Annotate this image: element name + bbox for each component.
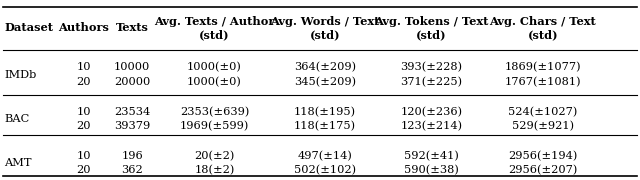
Text: 10000: 10000 bbox=[114, 62, 150, 73]
Text: 23534: 23534 bbox=[114, 107, 150, 117]
Text: 120(±236): 120(±236) bbox=[400, 106, 463, 117]
Text: 1767(±1081): 1767(±1081) bbox=[504, 77, 581, 87]
Text: 502(±102): 502(±102) bbox=[294, 165, 356, 175]
Text: 20: 20 bbox=[76, 77, 91, 87]
Text: 1969(±599): 1969(±599) bbox=[180, 121, 249, 131]
Text: 123(±214): 123(±214) bbox=[400, 121, 463, 131]
Text: 364(±209): 364(±209) bbox=[294, 62, 356, 73]
Text: 1000(±0): 1000(±0) bbox=[187, 77, 242, 87]
Text: 2956(±207): 2956(±207) bbox=[508, 165, 577, 175]
Text: 20: 20 bbox=[76, 165, 91, 175]
Text: 20: 20 bbox=[76, 121, 91, 131]
Text: 590(±38): 590(±38) bbox=[404, 165, 459, 175]
Text: 10: 10 bbox=[76, 107, 91, 117]
Text: 196: 196 bbox=[122, 151, 143, 161]
Text: 529(±921): 529(±921) bbox=[511, 121, 574, 131]
Text: 10: 10 bbox=[76, 62, 91, 73]
Text: 524(±1027): 524(±1027) bbox=[508, 106, 577, 117]
Text: 118(±175): 118(±175) bbox=[294, 121, 356, 131]
Text: 20000: 20000 bbox=[114, 77, 150, 87]
Text: 2956(±194): 2956(±194) bbox=[508, 150, 577, 161]
Text: Texts: Texts bbox=[116, 22, 148, 33]
Text: 1000(±0): 1000(±0) bbox=[187, 62, 242, 73]
Text: 393(±228): 393(±228) bbox=[400, 62, 463, 73]
Text: 1869(±1077): 1869(±1077) bbox=[504, 62, 581, 73]
Text: 2353(±639): 2353(±639) bbox=[180, 106, 249, 117]
Text: 18(±2): 18(±2) bbox=[194, 165, 235, 175]
Text: 118(±195): 118(±195) bbox=[294, 106, 356, 117]
Text: 362: 362 bbox=[122, 165, 143, 175]
Text: 345(±209): 345(±209) bbox=[294, 77, 356, 87]
Text: AMT: AMT bbox=[4, 158, 32, 168]
Text: 39379: 39379 bbox=[114, 121, 150, 131]
Text: 592(±41): 592(±41) bbox=[404, 150, 459, 161]
Text: Avg. Chars / Text
(std): Avg. Chars / Text (std) bbox=[490, 16, 596, 40]
Text: IMDb: IMDb bbox=[4, 70, 37, 80]
Text: Authors: Authors bbox=[58, 22, 109, 33]
Text: Avg. Tokens / Text
(std): Avg. Tokens / Text (std) bbox=[374, 16, 488, 40]
Text: Dataset: Dataset bbox=[4, 22, 54, 33]
Text: 497(±14): 497(±14) bbox=[298, 150, 352, 161]
Text: Avg. Texts / Author
(std): Avg. Texts / Author (std) bbox=[154, 16, 275, 40]
Text: Avg. Words / Text
(std): Avg. Words / Text (std) bbox=[270, 16, 380, 40]
Text: 20(±2): 20(±2) bbox=[194, 150, 235, 161]
Text: 10: 10 bbox=[76, 151, 91, 161]
Text: 371(±225): 371(±225) bbox=[400, 77, 463, 87]
Text: BAC: BAC bbox=[4, 114, 29, 124]
